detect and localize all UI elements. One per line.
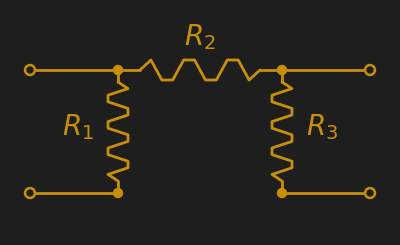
Circle shape — [24, 187, 36, 198]
Circle shape — [278, 188, 286, 197]
Text: $R_2$: $R_2$ — [184, 22, 216, 52]
Circle shape — [364, 64, 376, 75]
Circle shape — [27, 190, 33, 196]
Text: $R_3$: $R_3$ — [306, 112, 338, 142]
Circle shape — [114, 65, 122, 74]
Circle shape — [278, 65, 286, 74]
Circle shape — [114, 188, 122, 197]
Circle shape — [27, 67, 33, 73]
Circle shape — [24, 64, 36, 75]
Circle shape — [367, 67, 373, 73]
Circle shape — [367, 190, 373, 196]
Circle shape — [364, 187, 376, 198]
Text: $R_1$: $R_1$ — [62, 112, 94, 142]
